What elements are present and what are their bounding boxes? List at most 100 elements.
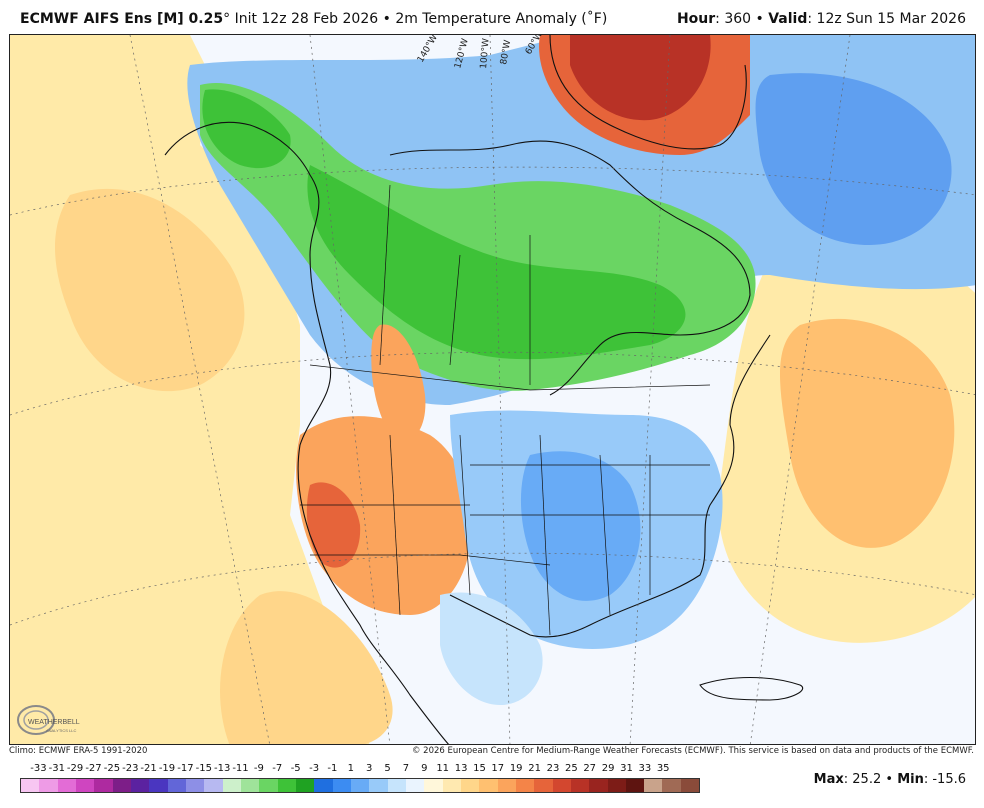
- copyright-credit: © 2026 European Centre for Medium-Range …: [411, 746, 974, 756]
- title-bullet: •: [382, 11, 391, 27]
- colorbar-swatch: [39, 779, 58, 792]
- colorbar-swatch: [424, 779, 443, 792]
- map-graphic: 140°W 120°W 100°W 80°W 60°W: [10, 35, 975, 744]
- colorbar-label: 19: [509, 763, 523, 774]
- colorbar-labels: -33 -31 -29 -27 -25 -23 -21 -19 -17 -15 -13 -11 -9 -7…: [20, 763, 700, 777]
- colorbar-swatch: [332, 779, 351, 792]
- colorbar-swatch: [387, 779, 406, 792]
- colorbar-swatch: [552, 779, 571, 792]
- colorbar-swatch: [130, 779, 150, 792]
- colorbar-label: -15: [195, 763, 212, 774]
- stats-separator: •: [885, 772, 894, 787]
- colorbar-swatch: [534, 779, 553, 792]
- alaska-cold-core: [202, 89, 291, 169]
- colorbar-swatch: [75, 779, 95, 792]
- colorbar-swatch: [369, 779, 388, 792]
- min-label: Min: [897, 772, 924, 787]
- colorbar-swatch: [442, 779, 461, 792]
- valid-value: : 12z Sun 15 Mar 2026: [807, 11, 966, 27]
- colorbar-label: 7: [402, 763, 410, 774]
- colorbar-label: 35: [656, 763, 670, 774]
- colorbar-swatch: [625, 779, 645, 792]
- colorbar-label: -19: [158, 763, 176, 774]
- graticule: [10, 35, 975, 744]
- colorbar-swatch: [240, 779, 260, 792]
- texas-cool-zone: [440, 592, 543, 705]
- colorbar-swatch: [185, 779, 205, 792]
- colorbar-swatch: [479, 779, 498, 792]
- colorbar: -33 -31 -29 -27 -25 -23 -21 -19 -17 -15 -13 -11 -9 -7…: [20, 763, 700, 799]
- colorbar-swatch: [644, 779, 663, 792]
- climo-credit: Climo: ECMWF ERA-5 1991-2020: [9, 746, 148, 756]
- colorbar-swatch: [112, 779, 131, 792]
- colorbar-swatch: [570, 779, 590, 792]
- hour-label: Hour: [676, 11, 716, 27]
- atlantic-warm-core: [780, 318, 955, 548]
- colorbar-label: 21: [528, 763, 541, 774]
- colorbar-swatch: [680, 779, 700, 792]
- colorbar-label: 1: [347, 763, 354, 774]
- colorbar-label: 11: [436, 763, 450, 774]
- colorbar-swatches: [20, 778, 700, 793]
- colorbar-label: -3: [309, 763, 320, 774]
- colorbar-swatch: [259, 779, 278, 792]
- colorbar-swatch: [149, 779, 168, 792]
- colorbar-label: -13: [214, 763, 231, 774]
- coastlines: [164, 35, 803, 744]
- colorbar-label: -11: [232, 763, 249, 774]
- map-title: ECMWF AIFS Ens [M] 0.25° Init 12z 28 Feb…: [20, 11, 607, 27]
- colorbar-label: 29: [601, 763, 615, 774]
- mexico-pacific-warm: [220, 591, 393, 744]
- header-bar: ECMWF AIFS Ens [M] 0.25° Init 12z 28 Feb…: [0, 0, 984, 34]
- colorbar-label: -23: [122, 763, 139, 774]
- greenland-warm-core: [570, 35, 711, 121]
- logo-subtext: ANALYTICS LLC: [46, 728, 76, 733]
- colorbar-label: -31: [48, 763, 65, 774]
- degree-mark: °: [223, 11, 231, 27]
- colorbar-swatch: [497, 779, 516, 792]
- colorbar-label: 33: [638, 763, 652, 774]
- lon-label-80w: 80°W: [499, 39, 513, 65]
- colorbar-label: -1: [327, 763, 338, 774]
- colorbar-swatch: [204, 779, 223, 792]
- colorbar-label: -29: [66, 763, 84, 774]
- valid-bullet: •: [755, 11, 764, 27]
- colorbar-label: -21: [140, 763, 157, 774]
- colorbar-swatch: [57, 779, 76, 792]
- colorbar-label: 13: [454, 763, 468, 774]
- colorbar-label: -9: [253, 763, 264, 774]
- colorbar-label: 17: [491, 763, 505, 774]
- hour-value: : 360: [715, 11, 752, 27]
- colorbar-label: -5: [290, 763, 301, 774]
- colorbar-swatch: [515, 779, 535, 792]
- colorbar-label: -17: [177, 763, 194, 774]
- max-label: Max: [813, 772, 844, 787]
- colorbar-label: 3: [366, 763, 373, 774]
- colorbar-label: -7: [272, 763, 283, 774]
- colorbar-label: 5: [384, 763, 391, 774]
- baffin-cold-core: [755, 73, 952, 245]
- political-borders: [300, 184, 711, 636]
- colorbar-label: 25: [565, 763, 578, 774]
- init-time: Init 12z 28 Feb 2026: [234, 11, 379, 27]
- colorbar-label: -33: [30, 763, 47, 774]
- nw-warm-strip: [371, 324, 426, 441]
- anomaly-map: 140°W 120°W 100°W 80°W 60°W WEATHERBELL …: [9, 34, 976, 745]
- colorbar-swatch: [94, 779, 113, 792]
- colorbar-swatch: [607, 779, 626, 792]
- colorbar-label: 15: [473, 763, 486, 774]
- valid-label: Valid: [768, 11, 808, 27]
- valid-time: Hour: 360 • Valid: 12z Sun 15 Mar 2026: [677, 11, 966, 27]
- max-value: : 25.2: [843, 772, 882, 787]
- nevada-warm-core: [306, 482, 361, 568]
- colorbar-swatch: [277, 779, 296, 792]
- pacific-warm-core: [55, 188, 245, 392]
- colorbar-label: -25: [103, 763, 121, 774]
- colorbar-swatch: [21, 779, 40, 792]
- weatherbell-logo: WEATHERBELL ANALYTICS LLC: [17, 705, 80, 735]
- colorbar-label: -27: [85, 763, 102, 774]
- colorbar-swatch: [167, 779, 186, 792]
- logo-text: WEATHERBELL: [28, 719, 80, 726]
- colorbar-swatch: [662, 779, 681, 792]
- colorbar-swatch: [460, 779, 480, 792]
